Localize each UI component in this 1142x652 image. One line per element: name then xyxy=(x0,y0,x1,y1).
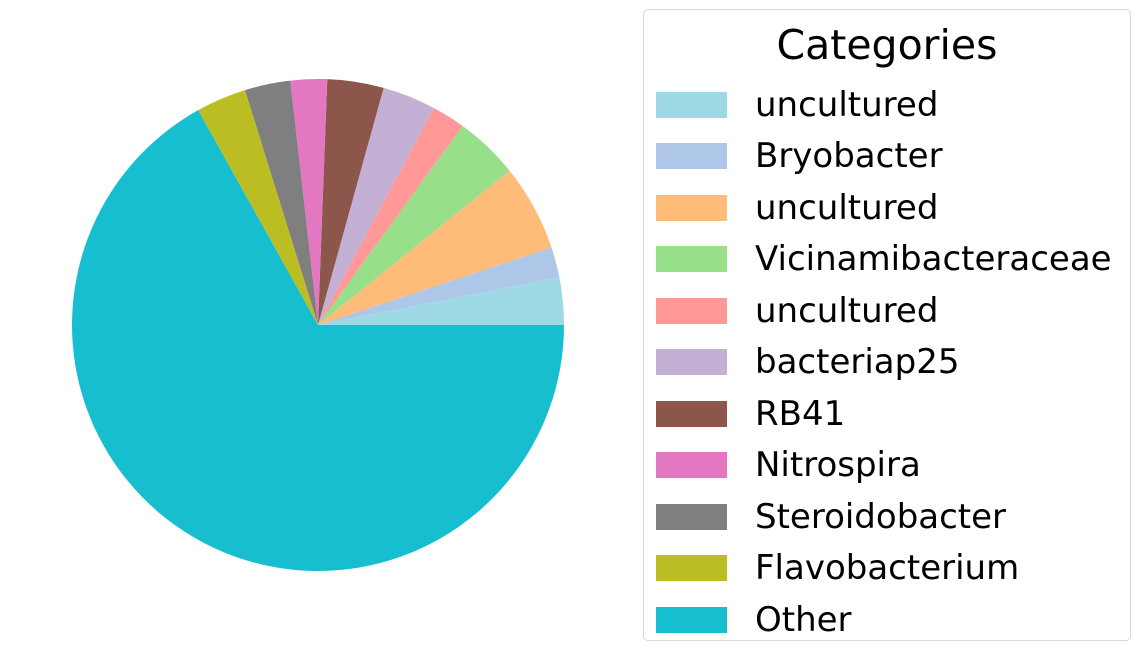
legend-swatch xyxy=(656,452,727,479)
pie-slice-steroidobacter-8 xyxy=(244,80,318,325)
legend-swatch xyxy=(656,606,727,633)
pie-slice-flavobacterium-9 xyxy=(198,90,318,325)
legend-item: Other xyxy=(656,594,1112,646)
legend-swatch xyxy=(656,503,727,530)
legend-swatch xyxy=(656,194,727,221)
legend-item: Steroidobacter xyxy=(656,491,1112,543)
legend-swatch xyxy=(656,349,727,376)
legend-swatch xyxy=(656,91,727,118)
pie-slice-uncultured-0 xyxy=(318,277,564,325)
pie-slice-uncultured-4 xyxy=(318,107,463,326)
legend-label: Vicinamibacteraceae xyxy=(755,239,1112,280)
legend-item: uncultured xyxy=(656,285,1112,337)
pie-slice-bacteriap25-5 xyxy=(318,87,434,325)
legend-swatch xyxy=(656,555,727,582)
legend-label: RB41 xyxy=(755,393,846,434)
legend-label: uncultured xyxy=(755,290,939,331)
legend-item: Nitrospira xyxy=(656,440,1112,492)
legend-item: Flavobacterium xyxy=(656,543,1112,595)
legend-swatch xyxy=(656,246,727,273)
pie-chart xyxy=(72,78,564,572)
legend-label: uncultured xyxy=(755,187,939,228)
legend-label: bacteriap25 xyxy=(755,342,960,383)
legend-label: Bryobacter xyxy=(755,136,943,177)
legend-swatch xyxy=(656,297,727,324)
legend-swatch xyxy=(656,400,727,427)
pie-slice-bryobacter-1 xyxy=(318,247,560,325)
legend-item: uncultured xyxy=(656,79,1112,131)
legend-label: Flavobacterium xyxy=(755,548,1020,589)
legend-label: Other xyxy=(755,599,852,640)
legend-label: Nitrospira xyxy=(755,445,921,486)
legend-label: uncultured xyxy=(755,84,939,125)
legend-label: Steroidobacter xyxy=(755,496,1007,537)
legend-item: uncultured xyxy=(656,182,1112,234)
legend-items: uncultured Bryobacter uncultured Vicinamiba… xyxy=(656,79,1112,646)
legend-item: RB41 xyxy=(656,388,1112,440)
pie-slice-rb41-6 xyxy=(318,79,384,325)
legend-swatch xyxy=(656,143,727,170)
legend-item: Bryobacter xyxy=(656,131,1112,183)
pie-slice-other-10 xyxy=(72,110,564,572)
legend-title: Categories xyxy=(776,21,998,69)
pie-slice-vicinamibacteraceae-3 xyxy=(318,125,510,325)
legend: Categories uncultured Bryobacter unculture… xyxy=(643,9,1131,641)
pie-slice-nitrospira-7 xyxy=(290,78,328,326)
legend-item: bacteriap25 xyxy=(656,337,1112,389)
legend-item: Vicinamibacteraceae xyxy=(656,234,1112,286)
pie-slice-uncultured-2 xyxy=(318,170,552,325)
